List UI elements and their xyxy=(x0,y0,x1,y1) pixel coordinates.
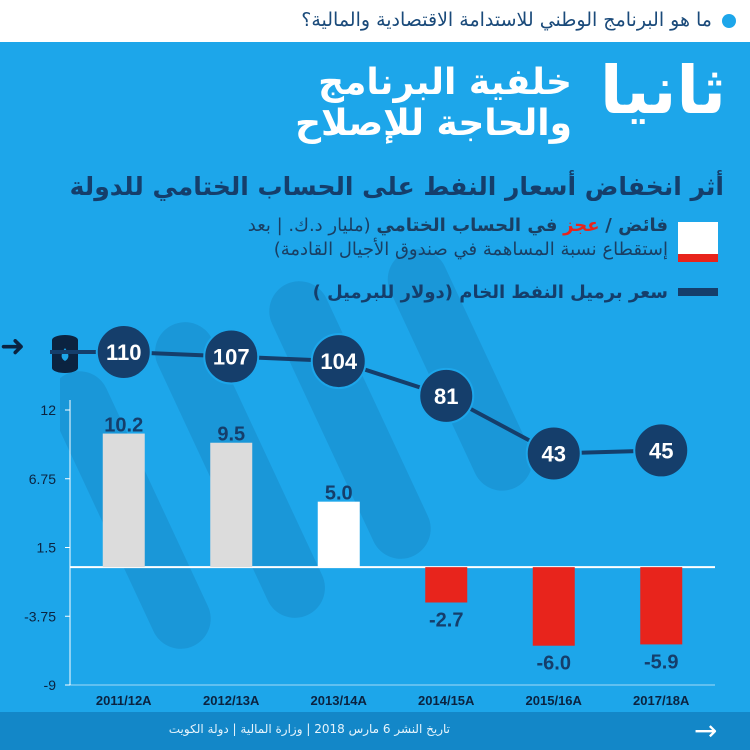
x-tick-label: 2013/14A xyxy=(311,693,368,708)
footer-bar: تاريخ النشر 6 مارس 2018 | وزارة المالية … xyxy=(0,712,750,750)
oil-price-point xyxy=(525,425,582,482)
y-tick-label: -3.75 xyxy=(24,608,56,624)
footer-text: تاريخ النشر 6 مارس 2018 | وزارة المالية … xyxy=(168,722,450,736)
legend-rest: في الحساب الختامي xyxy=(376,215,558,236)
oil-price-label: 43 xyxy=(542,441,566,466)
oil-price-point xyxy=(633,422,690,479)
bar-value-label: -6.0 xyxy=(537,653,571,675)
bar xyxy=(317,501,360,568)
oil-price-label: 110 xyxy=(106,340,142,365)
oil-price-point xyxy=(95,324,152,380)
oil-price-point xyxy=(418,367,475,424)
header-bar: ما هو البرنامج الوطني للاستدامة الاقتصاد… xyxy=(0,0,750,42)
arrow-right-icon: ➜ xyxy=(0,329,26,364)
bar-value-label: 9.5 xyxy=(217,424,245,446)
legend-unit: (مليار د.ك. | بعد xyxy=(247,215,371,236)
header-question: ما هو البرنامج الوطني للاستدامة الاقتصاد… xyxy=(301,9,712,31)
x-tick-label: 2012/13A xyxy=(203,693,260,708)
section-title: خلفية البرنامج والحاجة للإصلاح xyxy=(295,62,572,145)
oil-price-label: 104 xyxy=(320,349,357,374)
y-tick-label: 6.75 xyxy=(29,471,56,487)
legend-swatch-bars xyxy=(678,222,718,262)
bar-value-label: -5.9 xyxy=(644,651,678,673)
oil-price-label: 45 xyxy=(649,438,673,463)
section-title-line2: والحاجة للإصلاح xyxy=(295,103,572,145)
y-tick-label: 12 xyxy=(40,402,56,418)
x-tick-label: 2014/15A xyxy=(418,693,475,708)
legend-line-text: سعر برميل النفط الخام (دولار للبرميل ) xyxy=(312,282,668,303)
bar xyxy=(425,567,468,603)
bar-value-label: 5.0 xyxy=(325,483,353,505)
bar xyxy=(532,567,575,646)
bar-value-label: 10.2 xyxy=(104,415,143,437)
bar xyxy=(640,567,683,645)
legend-bars-text: فائض / عجز في الحساب الختامي (مليار د.ك.… xyxy=(248,214,668,263)
y-tick-label: -9 xyxy=(44,677,57,693)
oil-price-point xyxy=(203,328,260,385)
chart: 126.751.5-3.75-9 10.2 9.55.0-2.7-6.0 -5.9 … xyxy=(24,324,715,708)
x-tick-label: 2015/16A xyxy=(526,693,583,708)
y-tick-label: 1.5 xyxy=(37,540,57,556)
chart-subtitle: أثر انخفاض أسعار النفط على الحساب الختام… xyxy=(69,172,724,201)
bar xyxy=(210,442,253,568)
bar-value-label: -2.7 xyxy=(429,610,463,632)
bar xyxy=(102,433,145,568)
oil-price-point xyxy=(310,333,367,390)
oil-price-label: 81 xyxy=(434,384,458,409)
legend-deficit: عجز xyxy=(563,215,600,236)
section-number: ثانيا xyxy=(599,52,726,129)
legend-surplus: فائض / xyxy=(605,215,668,236)
oil-price-label: 107 xyxy=(213,345,250,370)
legend-swatch-line xyxy=(678,288,718,296)
x-tick-label: 2017/18A xyxy=(633,693,690,708)
legend-line2: إستقطاع نسبة المساهمة في صندوق الأجيال ا… xyxy=(273,239,668,261)
section-title-line1: خلفية البرنامج xyxy=(318,62,572,103)
flame-icon xyxy=(722,14,736,28)
x-tick-label: 2011/12A xyxy=(96,693,152,708)
next-arrow-icon[interactable]: → xyxy=(694,714,718,747)
